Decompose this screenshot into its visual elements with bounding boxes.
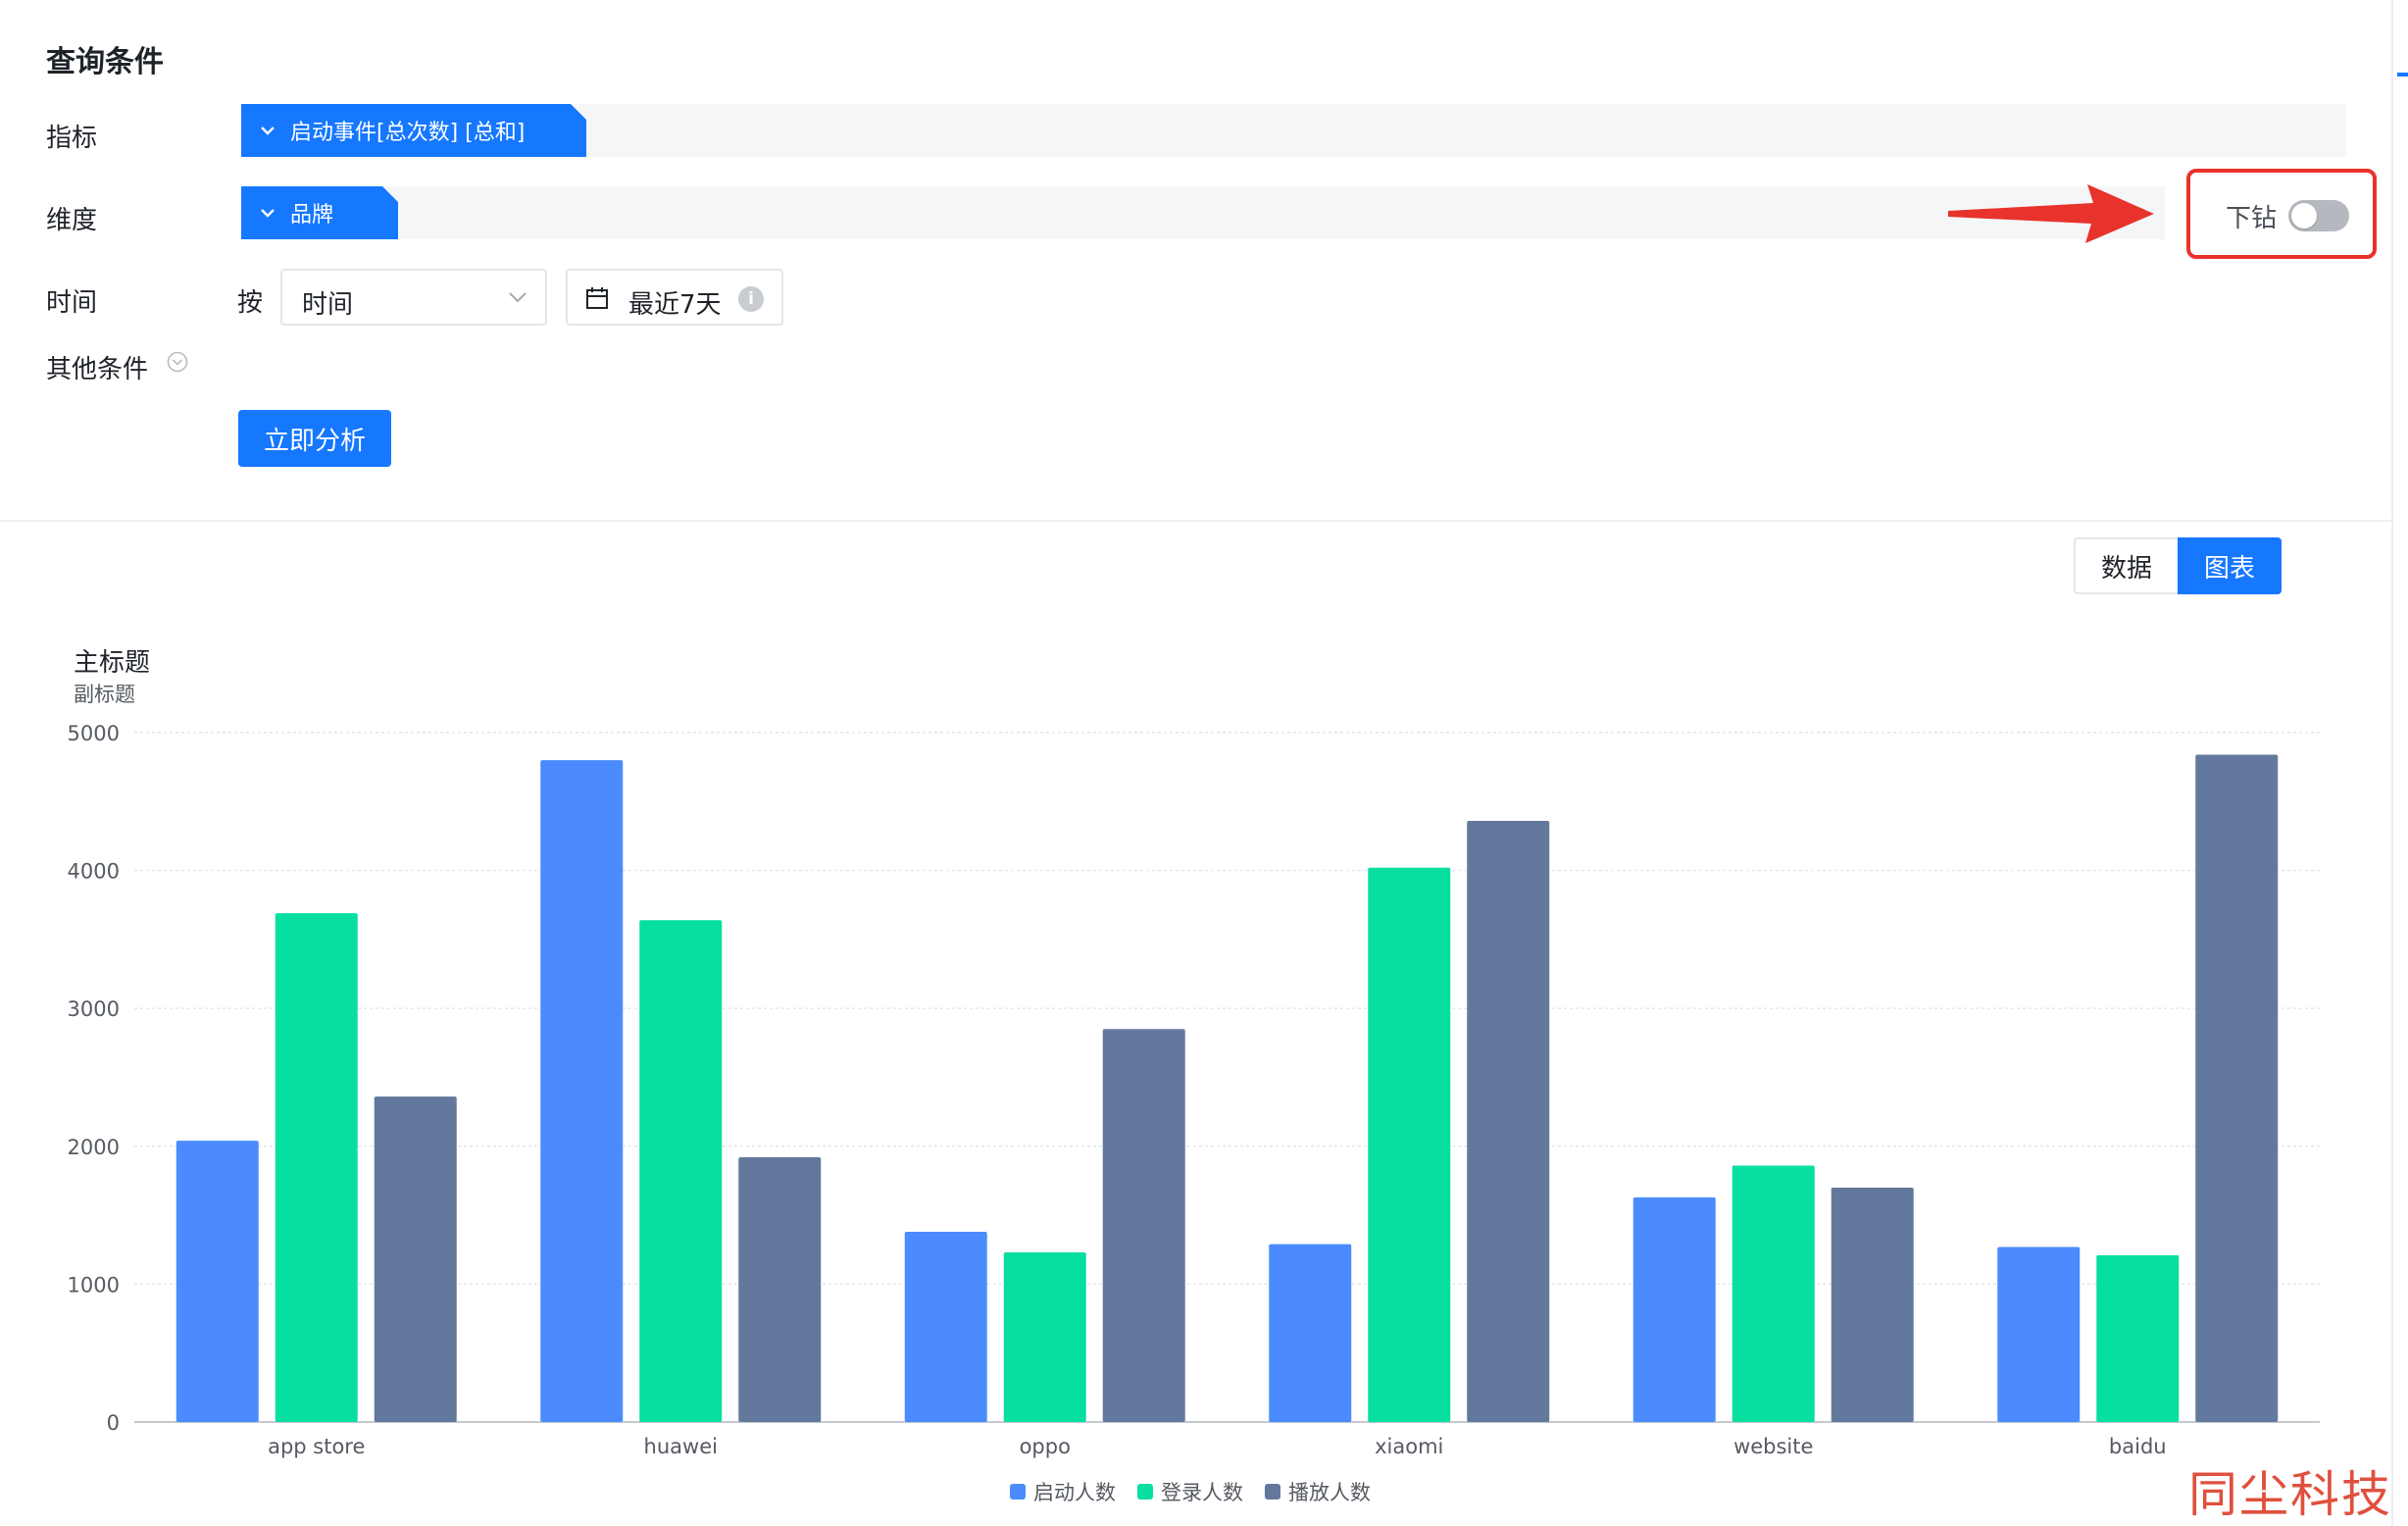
edge-accent — [2397, 73, 2408, 76]
dimension-label: 维度 — [46, 206, 98, 235]
chevron-down-icon[interactable] — [259, 122, 276, 139]
query-panel: 查询条件 指标 启动事件[总次数] [总和] 维度 品牌 下钻 时间 按 时间 — [0, 0, 2392, 522]
tab-data[interactable]: 数据 — [2074, 537, 2178, 594]
chevron-down-icon[interactable] — [259, 204, 276, 222]
legend-swatch — [1010, 1484, 1026, 1500]
chart-legend: 启动人数 登录人数 播放人数 — [1010, 1477, 1371, 1506]
switch-knob — [2291, 203, 2317, 229]
legend-label: 播放人数 — [1288, 1481, 1371, 1504]
dimension-tag-track[interactable]: 品牌 — [241, 186, 2165, 239]
bar-huawei-series-3[interactable] — [738, 1157, 822, 1422]
bar-xiaomi-series-3[interactable] — [1467, 820, 1550, 1422]
bar-oppo-series-3[interactable] — [1102, 1029, 1185, 1422]
legend-label: 登录人数 — [1161, 1481, 1243, 1504]
bar-app-store-series-1[interactable] — [176, 1141, 259, 1422]
x-tick-label: huawei — [644, 1435, 718, 1458]
chevron-down-icon — [509, 292, 527, 303]
x-tick-label: oppo — [1020, 1435, 1071, 1458]
view-toggle: 数据 图表 — [2074, 537, 2282, 594]
legend-item[interactable]: 登录人数 — [1137, 1477, 1243, 1506]
metric-label: 指标 — [46, 124, 98, 153]
dimension-tag[interactable]: 品牌 — [241, 186, 398, 239]
time-label: 时间 — [46, 288, 98, 318]
drill-annotation-box: 下钻 — [2186, 169, 2377, 259]
metric-tag[interactable]: 启动事件[总次数] [总和] — [241, 104, 586, 157]
time-by-label: 按 — [237, 288, 264, 318]
y-tick-label: 4000 — [68, 860, 120, 884]
other-conditions-label: 其他条件 — [46, 355, 149, 384]
time-granularity-select[interactable]: 时间 — [280, 269, 547, 326]
analyze-button[interactable]: 立即分析 — [238, 410, 391, 467]
bar-app-store-series-2[interactable] — [275, 913, 358, 1422]
y-tick-label: 3000 — [68, 997, 120, 1021]
bar-app-store-series-3[interactable] — [374, 1096, 457, 1422]
bar-oppo-series-2[interactable] — [1003, 1252, 1086, 1422]
y-tick-label: 1000 — [68, 1273, 120, 1297]
bar-website-series-1[interactable] — [1632, 1196, 1716, 1422]
bar-baidu-series-2[interactable] — [2096, 1254, 2180, 1422]
time-granularity-value: 时间 — [302, 290, 354, 320]
legend-swatch — [1265, 1484, 1280, 1500]
bar-website-series-2[interactable] — [1731, 1165, 1815, 1422]
metric-tag-label: 启动事件[总次数] [总和] — [290, 121, 526, 145]
bar-baidu-series-3[interactable] — [2195, 754, 2279, 1422]
legend-label: 启动人数 — [1033, 1481, 1116, 1504]
legend-item[interactable]: 播放人数 — [1265, 1477, 1371, 1506]
drill-switch[interactable] — [2288, 200, 2349, 231]
legend-item[interactable]: 启动人数 — [1010, 1477, 1116, 1506]
calendar-icon — [586, 287, 608, 309]
x-tick-label: website — [1733, 1435, 1813, 1458]
x-tick-label: app store — [268, 1435, 365, 1458]
bar-xiaomi-series-2[interactable] — [1368, 867, 1451, 1422]
chevron-circle-icon[interactable] — [167, 351, 188, 373]
drill-label: 下钻 — [2226, 204, 2278, 233]
bar-huawei-series-1[interactable] — [540, 760, 624, 1422]
bar-xiaomi-series-1[interactable] — [1269, 1244, 1352, 1422]
x-tick-label: baidu — [2109, 1435, 2167, 1458]
bar-huawei-series-2[interactable] — [639, 920, 723, 1422]
date-range-picker[interactable]: 最近7天 i — [566, 269, 783, 326]
info-icon[interactable]: i — [738, 286, 764, 312]
annotation-arrow-icon — [1948, 184, 2154, 243]
section-title: 查询条件 — [46, 45, 164, 79]
y-tick-label: 0 — [107, 1411, 120, 1435]
chart-subtitle: 副标题 — [74, 683, 135, 706]
y-tick-label: 5000 — [68, 722, 120, 745]
y-tick-label: 2000 — [68, 1136, 120, 1159]
watermark-brand: 同尘科技 — [2188, 1466, 2392, 1523]
chart-title: 主标题 — [74, 648, 151, 678]
date-range-value: 最近7天 — [628, 290, 722, 320]
legend-swatch — [1137, 1484, 1153, 1500]
bar-website-series-3[interactable] — [1831, 1187, 1914, 1422]
dimension-tag-label: 品牌 — [290, 203, 334, 228]
x-tick-label: xiaomi — [1375, 1435, 1443, 1458]
tab-chart[interactable]: 图表 — [2178, 537, 2282, 594]
metric-tag-track[interactable]: 启动事件[总次数] [总和] — [241, 104, 2346, 157]
bar-baidu-series-1[interactable] — [1997, 1246, 2081, 1422]
bar-oppo-series-1[interactable] — [904, 1231, 987, 1422]
